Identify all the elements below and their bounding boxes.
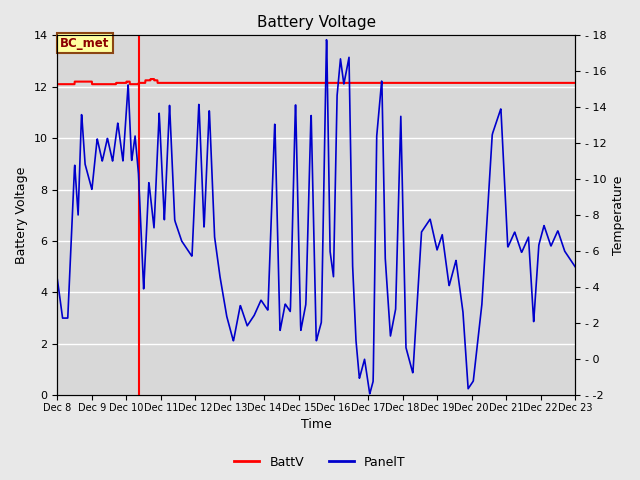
Title: Battery Voltage: Battery Voltage bbox=[257, 15, 376, 30]
Y-axis label: Battery Voltage: Battery Voltage bbox=[15, 167, 28, 264]
Text: BC_met: BC_met bbox=[60, 37, 109, 50]
X-axis label: Time: Time bbox=[301, 419, 332, 432]
Y-axis label: Temperature: Temperature bbox=[612, 176, 625, 255]
Legend: BattV, PanelT: BattV, PanelT bbox=[229, 451, 411, 474]
